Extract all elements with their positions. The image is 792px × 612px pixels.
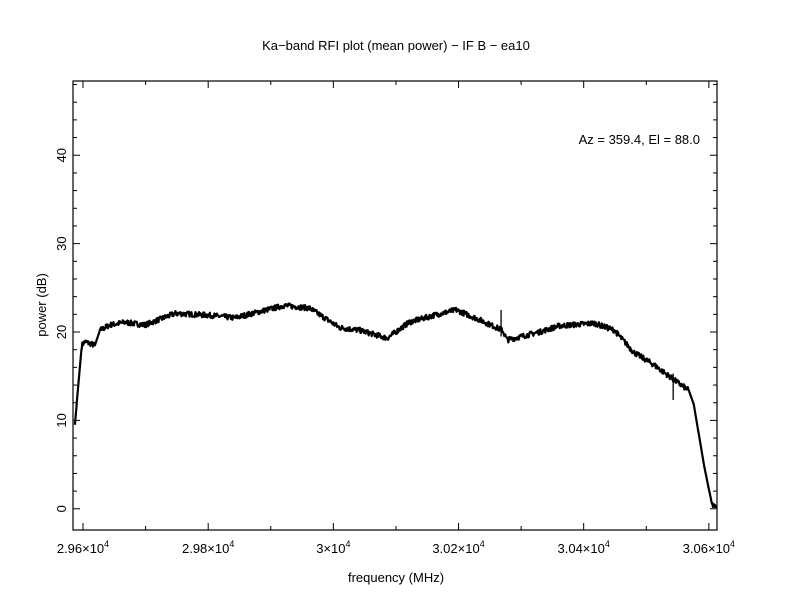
y-axis-label: power (dB) bbox=[34, 273, 49, 337]
x-axis-label: frequency (MHz) bbox=[348, 570, 444, 585]
x-tick-label: 3×104 bbox=[316, 539, 350, 556]
plot-frame bbox=[72, 80, 718, 531]
x-tick-label: 2.98×104 bbox=[182, 539, 234, 556]
chart-title: Ka−band RFI plot (mean power) − IF B − e… bbox=[262, 38, 530, 53]
x-tick-label: 3.06×104 bbox=[683, 539, 735, 556]
y-tick-label: 20 bbox=[54, 325, 69, 339]
x-tick-label: 3.04×104 bbox=[558, 539, 610, 556]
power-series-line bbox=[73, 302, 717, 509]
y-tick-label: 40 bbox=[54, 148, 69, 162]
x-tick-label: 2.96×104 bbox=[57, 539, 109, 556]
annotation-az-el: Az = 359.4, El = 88.0 bbox=[579, 132, 700, 147]
x-tick-label: 3.02×104 bbox=[432, 539, 484, 556]
y-tick-label: 30 bbox=[54, 236, 69, 250]
y-tick-label: 10 bbox=[54, 413, 69, 427]
y-tick-label: 0 bbox=[54, 505, 69, 512]
